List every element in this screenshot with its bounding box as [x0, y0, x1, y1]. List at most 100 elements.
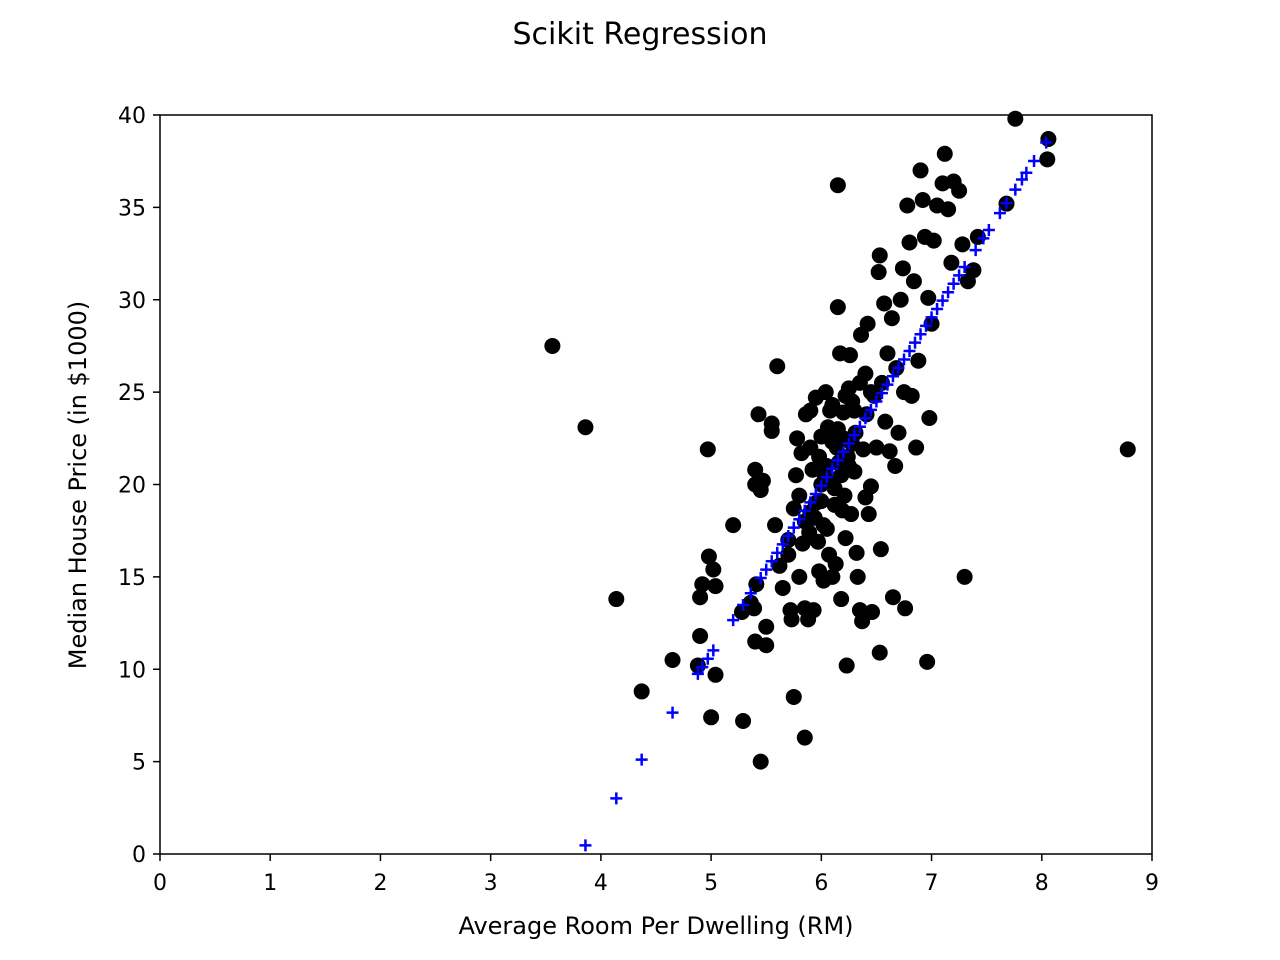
observed-point-54: [802, 402, 819, 419]
predicted-point-51: [982, 223, 995, 236]
observed-point-109: [872, 541, 889, 558]
predicted-point-41: [920, 319, 933, 332]
predicted-point-37: [898, 353, 910, 366]
predicted-point-22: [815, 479, 828, 492]
predicted-point-0: [579, 839, 592, 852]
predicted-point-11: [754, 572, 767, 585]
predicted-point-6: [701, 652, 714, 665]
predicted-point-17: [787, 521, 800, 534]
y-tick-label: 40: [118, 104, 146, 129]
observed-point-110: [873, 374, 890, 391]
observed-point-148: [965, 262, 982, 279]
observed-point-173: [837, 387, 854, 404]
x-axis-ticks: 0 1 2 3 4 5 6 7 8 9: [153, 854, 1159, 896]
observed-point-146: [956, 568, 973, 585]
observed-point-128: [908, 439, 925, 456]
predicted-point-23: [820, 471, 833, 484]
observed-point-45: [791, 487, 808, 504]
y-tick-label: 5: [132, 751, 146, 776]
x-tick-label: 1: [263, 871, 277, 896]
observed-point-26: [752, 753, 769, 770]
predicted-point-56: [1020, 166, 1033, 179]
observed-point-145: [954, 236, 971, 253]
observed-point-113: [879, 345, 896, 362]
observed-point-136: [923, 315, 940, 332]
observed-point-12: [705, 561, 722, 578]
observed-point-84: [838, 657, 855, 674]
observed-point-127: [905, 273, 922, 290]
observed-point-131: [914, 191, 931, 208]
observed-point-44: [791, 568, 808, 585]
observed-point-1: [577, 419, 594, 436]
observed-point-93: [849, 568, 866, 585]
observed-point-79: [833, 591, 850, 608]
predicted-point-54: [1009, 183, 1022, 196]
observed-point-144: [951, 182, 968, 199]
observed-point-129: [910, 352, 927, 369]
x-tick-label: 0: [153, 871, 167, 896]
predicted-point-45: [942, 286, 955, 299]
observed-point-70: [824, 568, 841, 585]
observed-point-19: [746, 600, 763, 617]
observed-point-40: [785, 688, 802, 705]
chart-title: Scikit Regression: [513, 17, 768, 52]
observed-point-112: [877, 413, 894, 430]
observed-point-2: [608, 591, 625, 608]
observed-point-10: [700, 548, 717, 565]
observed-point-152: [1039, 151, 1056, 168]
observed-point-107: [871, 247, 888, 264]
observed-point-29: [758, 637, 775, 654]
observed-point-167: [796, 513, 813, 530]
predicted-point-15: [776, 538, 789, 551]
predicted-point-57: [1028, 155, 1041, 168]
predicted-point-39: [909, 336, 922, 349]
observed-point-135: [921, 409, 938, 426]
predicted-point-31: [864, 403, 877, 416]
predicted-point-14: [771, 546, 784, 559]
observed-point-0: [544, 337, 561, 354]
observed-point-137: [925, 232, 942, 249]
observed-point-33: [769, 358, 786, 375]
x-tick-label: 8: [1035, 871, 1049, 896]
predicted-point-48: [958, 260, 971, 273]
observed-point-100: [859, 315, 876, 332]
observed-point-126: [903, 387, 920, 404]
predicted-point-34: [881, 378, 894, 391]
observed-point-48: [796, 729, 813, 746]
observed-point-170: [811, 448, 828, 465]
y-tick-label: 0: [132, 843, 146, 868]
predicted-point-52: [993, 207, 1006, 220]
observed-point-101: [860, 506, 877, 523]
observed-point-114: [881, 443, 898, 460]
observed-point-31: [763, 415, 780, 432]
predicted-point-5: [696, 661, 709, 674]
observed-point-115: [883, 310, 900, 327]
predicted-point-46: [947, 277, 960, 290]
x-tick-label: 6: [814, 871, 828, 896]
observed-point-21: [747, 461, 764, 478]
predicted-point-28: [848, 429, 861, 442]
predicted-point-30: [859, 412, 872, 425]
y-axis-label: Median House Price (in $1000): [64, 301, 92, 670]
y-tick-label: 25: [118, 381, 146, 406]
y-tick-label: 20: [118, 474, 146, 499]
observed-point-9: [699, 441, 716, 458]
observed-point-142: [943, 254, 960, 271]
observed-point-15: [725, 517, 742, 534]
observed-point-88: [843, 506, 860, 523]
observed-point-73: [827, 555, 844, 572]
predicted-point-25: [831, 454, 844, 467]
y-axis-ticks: 0 5 10 15 20 25 30 35 40: [118, 104, 160, 868]
observed-point-116: [884, 589, 901, 606]
x-tick-label: 2: [373, 871, 387, 896]
x-tick-label: 7: [925, 871, 939, 896]
predicted-point-21: [809, 487, 822, 500]
predicted-point-1: [610, 792, 623, 805]
observed-point-83: [837, 530, 854, 547]
observed-point-42: [787, 467, 804, 484]
observed-point-165: [857, 365, 874, 382]
observed-point-166: [862, 384, 879, 401]
observed-point-3: [633, 683, 650, 700]
observed-point-106: [870, 264, 887, 281]
